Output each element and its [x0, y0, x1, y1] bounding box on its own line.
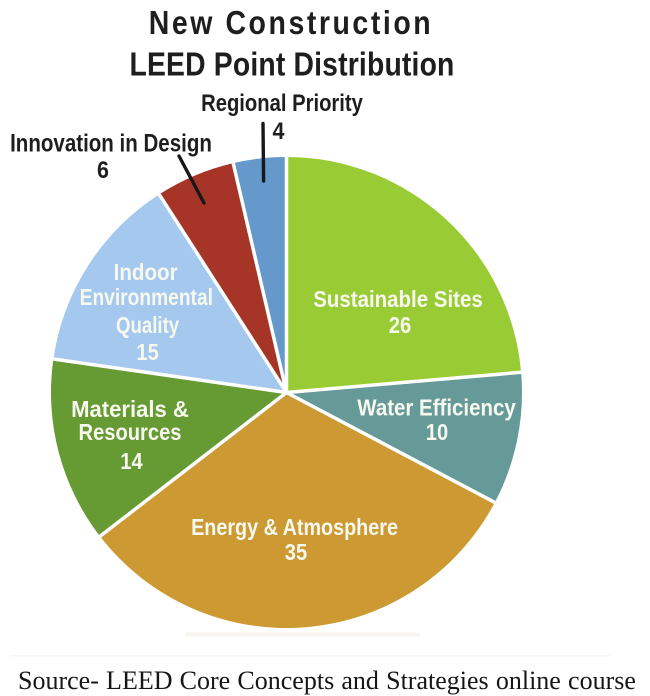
svg-text:Water Efficiency: Water Efficiency	[357, 394, 515, 420]
svg-text:14: 14	[120, 448, 142, 475]
svg-text:35: 35	[285, 539, 307, 566]
svg-text:Sustainable Sites: Sustainable Sites	[313, 286, 482, 312]
svg-text:Innovation in Design: Innovation in Design	[10, 129, 212, 157]
svg-text:26: 26	[389, 312, 411, 339]
svg-text:Indoor: Indoor	[114, 259, 178, 285]
svg-text:LEED Point Distribution: LEED Point Distribution	[129, 45, 454, 83]
svg-text:Materials &: Materials &	[71, 397, 189, 423]
svg-text:Energy & Atmosphere: Energy & Atmosphere	[191, 515, 398, 541]
svg-text:Quality: Quality	[116, 313, 179, 338]
svg-text:4: 4	[273, 117, 285, 145]
svg-text:Environmental: Environmental	[80, 285, 213, 310]
svg-text:Source- LEED Core Concepts and: Source- LEED Core Concepts and Strategie…	[18, 666, 636, 695]
svg-text:Regional Priority: Regional Priority	[201, 89, 363, 116]
svg-text:New Construction: New Construction	[149, 4, 433, 42]
svg-text:Resources: Resources	[79, 419, 182, 446]
svg-text:6: 6	[97, 156, 109, 184]
svg-text:10: 10	[426, 419, 448, 446]
svg-text:15: 15	[136, 339, 158, 366]
